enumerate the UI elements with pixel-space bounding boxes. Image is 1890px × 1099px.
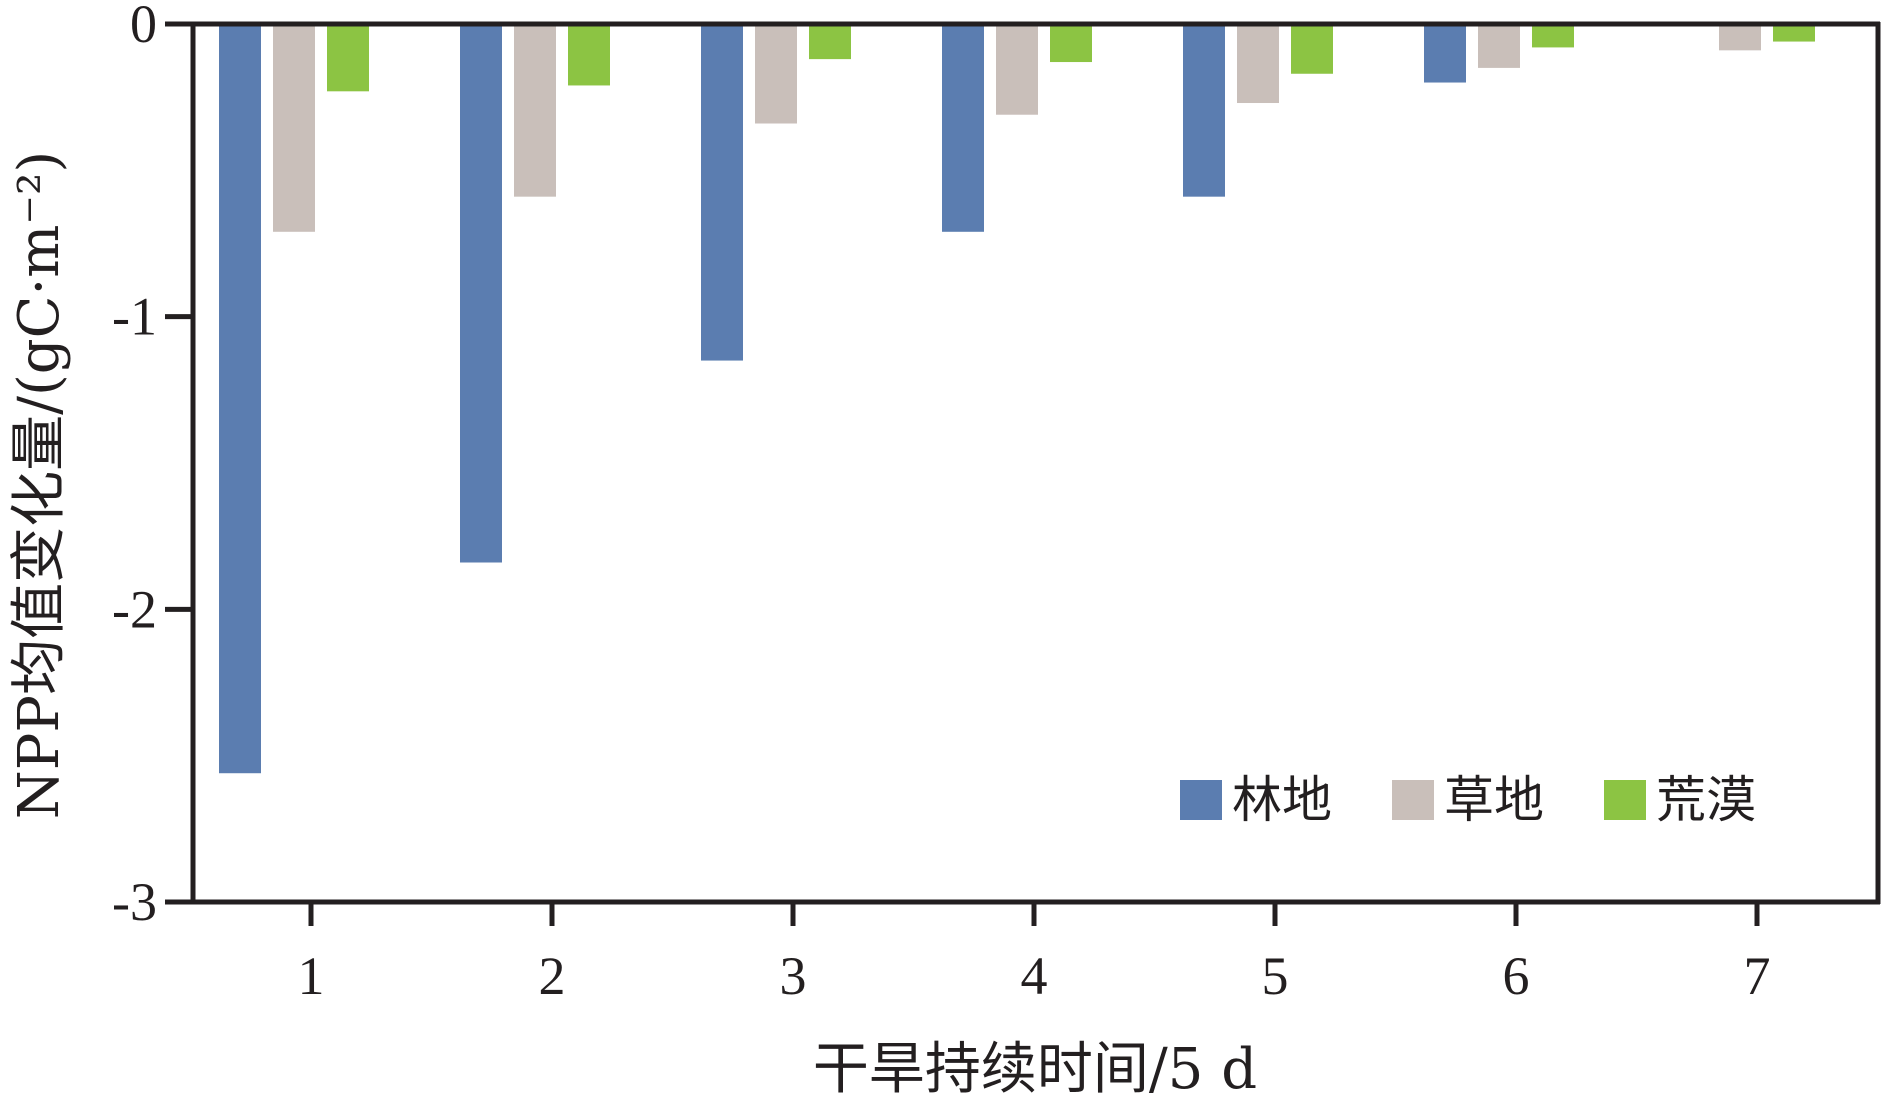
bar-layer	[219, 24, 1815, 774]
x-tick-label: 1	[298, 946, 325, 1006]
bar-荒漠-2	[568, 24, 610, 86]
tick-layer: 0 -1 -2 -3 1 2 3 4 5 6 7	[112, 0, 1770, 1006]
y-tick-label: -2	[112, 579, 157, 639]
legend-label: 荒漠	[1656, 771, 1756, 829]
bar-草地-4	[996, 24, 1038, 115]
y-tick-label: 0	[130, 0, 157, 54]
y-tick-label: -1	[112, 287, 157, 347]
bar-林地-5	[1183, 24, 1225, 197]
x-tick-label: 7	[1744, 946, 1771, 1006]
bar-荒漠-1	[327, 24, 369, 92]
legend-label: 草地	[1444, 771, 1544, 829]
bar-草地-3	[755, 24, 797, 124]
bar-草地-2	[514, 24, 556, 197]
bar-林地-3	[701, 24, 743, 361]
bar-荒漠-4	[1050, 24, 1092, 63]
bar-荒漠-3	[809, 24, 851, 60]
bar-草地-7	[1719, 24, 1761, 51]
legend-swatch	[1180, 780, 1222, 820]
legend: 林地 草地 荒漠	[1180, 771, 1756, 829]
y-tick-label: -3	[112, 872, 157, 932]
legend-label: 林地	[1232, 771, 1332, 829]
bar-草地-6	[1478, 24, 1520, 68]
legend-swatch	[1392, 780, 1434, 820]
bar-林地-1	[219, 24, 261, 774]
x-tick-label: 5	[1262, 946, 1289, 1006]
bar-林地-2	[460, 24, 502, 563]
x-tick-label: 2	[539, 946, 566, 1006]
bar-林地-4	[942, 24, 984, 232]
bar-林地-6	[1424, 24, 1466, 83]
bar-草地-1	[273, 24, 315, 232]
y-axis-title: NPP均值变化量/(gC·m⁻²)	[7, 151, 72, 820]
x-axis-label: 干旱持续时间/5 d	[813, 1037, 1257, 1099]
bar-荒漠-7	[1773, 24, 1815, 42]
y-axis-label: NPP均值变化量/(gC·m⁻²)	[7, 151, 72, 820]
x-tick-label: 3	[780, 946, 807, 1006]
bar-荒漠-6	[1532, 24, 1574, 48]
bar-草地-5	[1237, 24, 1279, 104]
bar-荒漠-5	[1291, 24, 1333, 74]
legend-swatch	[1604, 780, 1646, 820]
x-tick-label: 4	[1021, 946, 1048, 1006]
x-tick-label: 6	[1503, 946, 1530, 1006]
